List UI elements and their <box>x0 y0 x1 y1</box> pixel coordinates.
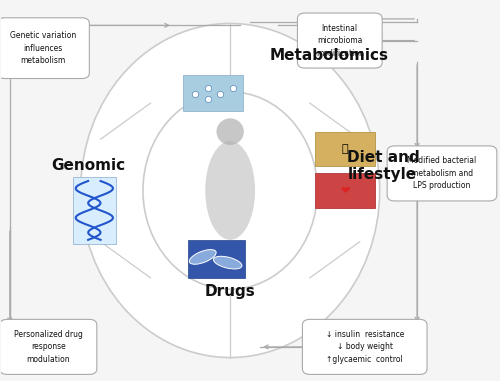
Ellipse shape <box>190 250 216 264</box>
Ellipse shape <box>143 92 318 289</box>
FancyBboxPatch shape <box>188 240 245 278</box>
Text: Drugs: Drugs <box>205 283 256 299</box>
Text: Diet and
lifestyle: Diet and lifestyle <box>348 150 420 182</box>
FancyBboxPatch shape <box>298 13 382 68</box>
FancyBboxPatch shape <box>183 75 242 111</box>
FancyBboxPatch shape <box>387 146 497 201</box>
Ellipse shape <box>214 256 242 269</box>
Text: ❤: ❤ <box>340 186 349 195</box>
Text: Modified bacterial
metabolism and
LPS production: Modified bacterial metabolism and LPS pr… <box>408 157 476 190</box>
Text: 🥗: 🥗 <box>342 144 348 154</box>
Text: ↓ insulin  resistance
↓ body weight
↑glycaemic  control: ↓ insulin resistance ↓ body weight ↑glyc… <box>326 330 404 364</box>
FancyBboxPatch shape <box>73 177 116 243</box>
Text: Genetic variation
influences
metabolism: Genetic variation influences metabolism <box>10 31 76 65</box>
FancyBboxPatch shape <box>315 173 374 208</box>
FancyBboxPatch shape <box>0 319 97 375</box>
Text: Personalized drug
response
modulation: Personalized drug response modulation <box>14 330 82 364</box>
Ellipse shape <box>205 141 255 240</box>
Text: Metabolomics: Metabolomics <box>270 48 389 63</box>
Ellipse shape <box>80 24 380 357</box>
Ellipse shape <box>216 118 244 145</box>
Text: Genomic: Genomic <box>51 158 125 173</box>
FancyBboxPatch shape <box>302 319 427 375</box>
Text: Intestinal
microbioma
modification: Intestinal microbioma modification <box>316 24 364 58</box>
FancyBboxPatch shape <box>315 132 374 166</box>
FancyBboxPatch shape <box>0 18 90 78</box>
